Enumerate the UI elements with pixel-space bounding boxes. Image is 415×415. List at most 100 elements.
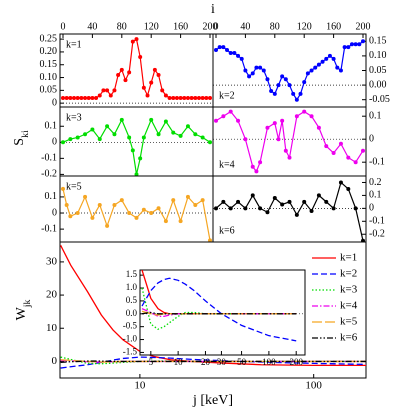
- series-line: [60, 356, 366, 369]
- data-point: [254, 169, 259, 174]
- panel-label: k=6: [219, 225, 235, 236]
- x-tick-label: 100: [262, 357, 276, 367]
- data-point: [346, 45, 351, 50]
- data-point: [283, 77, 288, 82]
- y-tick-label: 0.1: [369, 110, 382, 121]
- data-point: [324, 56, 329, 61]
- data-point: [200, 198, 205, 203]
- data-point: [112, 88, 117, 93]
- data-point: [97, 202, 102, 207]
- data-point: [272, 121, 277, 126]
- y-tick-label: 0.20: [40, 46, 58, 57]
- x-tick-label: 0: [214, 21, 219, 32]
- data-point: [287, 83, 292, 88]
- data-point: [302, 199, 307, 204]
- data-point: [250, 164, 255, 169]
- data-point: [141, 207, 146, 212]
- data-point: [331, 56, 336, 61]
- data-point: [75, 96, 80, 101]
- data-point: [185, 96, 190, 101]
- data-point: [305, 71, 310, 76]
- data-point: [83, 96, 88, 101]
- data-point: [280, 202, 285, 207]
- data-point: [112, 202, 117, 207]
- data-point: [61, 140, 65, 145]
- panel-label: k=5: [66, 181, 82, 192]
- data-point: [236, 118, 241, 123]
- data-point: [178, 96, 183, 101]
- data-point: [353, 42, 358, 47]
- data-point: [214, 48, 218, 53]
- y-tick-label: 0.0: [126, 308, 138, 318]
- data-point: [294, 212, 299, 217]
- data-point: [97, 93, 102, 98]
- y-tick-label: 0.10: [369, 50, 387, 61]
- data-point: [86, 96, 91, 101]
- axis-label-sub: jk: [22, 299, 33, 308]
- data-point: [182, 96, 187, 101]
- data-point: [214, 206, 218, 211]
- data-point: [228, 50, 233, 55]
- data-point: [72, 96, 77, 101]
- panel-frame: [59, 106, 214, 177]
- legend-label: k=2: [340, 268, 357, 280]
- data-point: [309, 114, 314, 119]
- data-point: [171, 130, 176, 135]
- data-point: [342, 45, 347, 50]
- data-point: [127, 211, 132, 216]
- legend-label: k=5: [340, 316, 358, 328]
- data-point: [149, 117, 154, 122]
- y-tick-label: 1.0: [126, 282, 138, 292]
- data-point: [316, 125, 321, 130]
- data-point: [200, 135, 205, 140]
- data-point: [302, 80, 307, 85]
- data-point: [316, 193, 321, 198]
- data-point: [196, 96, 201, 101]
- data-point: [309, 68, 314, 73]
- series-line: [60, 359, 366, 363]
- data-point: [221, 45, 226, 50]
- data-point: [167, 96, 172, 101]
- data-point: [141, 135, 146, 140]
- data-point: [174, 96, 179, 101]
- y-tick-label: -0.2: [41, 169, 57, 180]
- data-point: [163, 119, 168, 124]
- y-tick-label: 30: [46, 255, 58, 267]
- data-point: [160, 88, 165, 93]
- data-point: [294, 97, 299, 102]
- panel-frame: [59, 175, 214, 243]
- panel-frame: [212, 33, 367, 108]
- data-point: [324, 144, 329, 149]
- data-point: [258, 206, 263, 211]
- axis-label-main: S: [12, 138, 27, 146]
- data-point: [327, 53, 332, 58]
- data-point: [185, 124, 190, 129]
- data-point: [61, 96, 65, 101]
- data-point: [79, 96, 84, 101]
- y-tick-label: -1.0: [123, 334, 138, 344]
- data-point: [94, 96, 99, 101]
- x-tick-label: 100: [305, 380, 322, 392]
- data-point: [331, 206, 336, 211]
- panel-label: k=1: [66, 39, 82, 50]
- x-tick-label: 160: [326, 21, 341, 32]
- y-tick-label: 20: [46, 289, 58, 301]
- series-line: [62, 188, 211, 241]
- panel-frame: [59, 33, 214, 108]
- y-tick-label: -0.05: [369, 94, 390, 105]
- data-point: [280, 74, 285, 79]
- y-tick-label: 1.5: [126, 269, 138, 279]
- y-tick-label: 0.15: [40, 59, 58, 70]
- data-point: [349, 42, 354, 47]
- data-point: [119, 67, 124, 72]
- data-point: [276, 83, 281, 88]
- series-line: [63, 38, 210, 99]
- data-point: [309, 208, 314, 213]
- data-point: [90, 96, 95, 101]
- data-point: [193, 132, 198, 137]
- x-tick-label: 120: [144, 21, 159, 32]
- data-point: [221, 114, 226, 119]
- data-point: [134, 215, 139, 220]
- axis-label: Wjk: [14, 299, 33, 320]
- data-point: [243, 206, 248, 211]
